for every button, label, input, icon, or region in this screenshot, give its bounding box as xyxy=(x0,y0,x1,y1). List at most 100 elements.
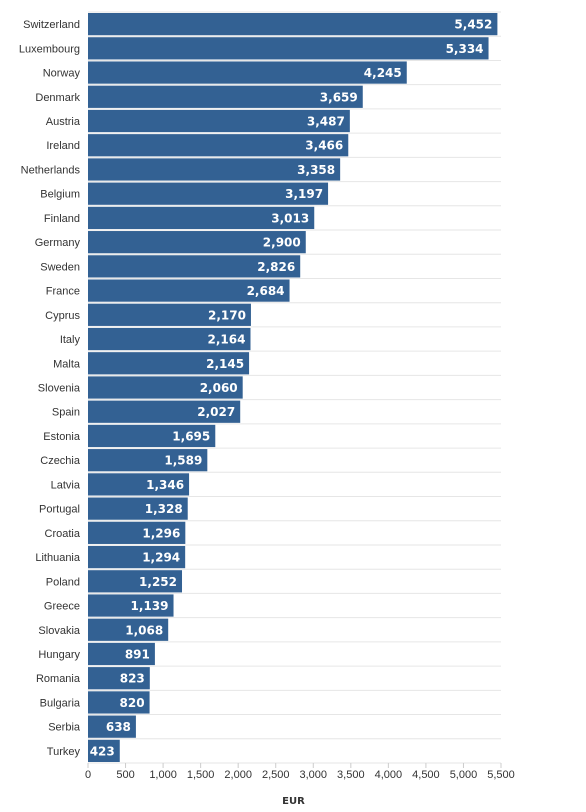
category-label: France xyxy=(46,286,80,298)
bars xyxy=(88,13,498,762)
bar-bulgaria xyxy=(88,691,150,714)
category-label: Finland xyxy=(44,213,80,225)
tick-label: 3,500 xyxy=(337,769,365,781)
bar-norway xyxy=(88,61,407,84)
bar-estonia xyxy=(88,424,216,448)
value-label: 3,197 xyxy=(285,187,323,201)
category-label: Serbia xyxy=(48,722,81,734)
category-label: Romania xyxy=(36,673,81,685)
category-label: Poland xyxy=(46,576,80,588)
category-label: Netherlands xyxy=(21,164,81,176)
bar-slovenia xyxy=(88,376,243,399)
category-label: Estonia xyxy=(43,431,81,443)
value-label: 423 xyxy=(90,744,115,758)
value-label: 823 xyxy=(120,672,145,686)
value-label: 3,013 xyxy=(271,211,309,225)
bar-malta xyxy=(88,352,250,375)
category-labels: Switzerland Luxembourg Norway Denmark Austri… xyxy=(19,19,81,758)
category-label: Italy xyxy=(60,334,81,346)
value-label: 2,826 xyxy=(257,260,295,274)
category-label: Switzerland xyxy=(23,19,80,31)
value-label: 638 xyxy=(106,720,131,734)
value-label: 2,170 xyxy=(208,308,246,322)
category-label: Norway xyxy=(43,68,81,80)
bar-italy xyxy=(88,327,251,351)
category-label: Germany xyxy=(35,237,81,249)
bar-sweden xyxy=(88,255,301,278)
bar-serbia xyxy=(88,715,136,738)
category-label: Turkey xyxy=(47,746,81,758)
category-label: Slovakia xyxy=(38,625,80,637)
bar-netherlands xyxy=(88,158,341,181)
category-label: Malta xyxy=(53,358,81,370)
category-label: Austria xyxy=(46,116,81,128)
category-label: Croatia xyxy=(45,528,81,540)
value-label: 1,589 xyxy=(164,454,202,468)
bar-cyprus xyxy=(88,303,251,326)
value-label: 5,334 xyxy=(446,42,484,56)
bar-finland xyxy=(88,206,315,230)
tick-label: 2,000 xyxy=(224,769,252,781)
value-label: 2,900 xyxy=(263,236,301,250)
bar-spain xyxy=(88,400,241,423)
category-label: Latvia xyxy=(51,479,81,491)
value-label: 4,245 xyxy=(364,66,402,80)
value-label: 1,346 xyxy=(146,478,184,492)
category-label: Belgium xyxy=(40,189,80,201)
tick-label: 5,000 xyxy=(450,769,478,781)
bar-slovakia xyxy=(88,618,169,641)
tick-label: 3,000 xyxy=(300,769,328,781)
category-label: Cyprus xyxy=(45,310,80,322)
bar-germany xyxy=(88,231,306,254)
tick-label: 1,000 xyxy=(149,769,177,781)
category-label: Hungary xyxy=(38,649,80,661)
value-label: 3,358 xyxy=(297,163,335,177)
bar-belgium xyxy=(88,182,329,205)
value-label: 891 xyxy=(125,647,150,661)
category-label: Lithuania xyxy=(35,552,81,564)
value-label: 2,027 xyxy=(197,405,235,419)
category-label: Czechia xyxy=(40,455,81,467)
x-axis-ticks: 0 500 1,000 1,500 2,000 2,500 3,000 3,500 4,000 4… xyxy=(85,763,515,781)
tick-label: 5,500 xyxy=(487,769,515,781)
value-label: 2,145 xyxy=(206,357,244,371)
category-label: Portugal xyxy=(39,504,80,516)
category-label: Denmark xyxy=(35,92,80,104)
value-label: 1,296 xyxy=(142,526,180,540)
tick-label: 2,500 xyxy=(262,769,290,781)
bar-hungary xyxy=(88,642,155,666)
bar-denmark xyxy=(88,85,363,108)
value-labels: 5,452 5,334 4,245 3,659 3,487 3,466 3,358 3,197… xyxy=(90,18,493,759)
value-label: 3,487 xyxy=(307,115,345,129)
bar-romania xyxy=(88,667,150,690)
bar-portugal xyxy=(88,497,188,520)
bar-france xyxy=(88,279,290,302)
category-label: Spain xyxy=(52,407,80,419)
bar-austria xyxy=(88,109,350,133)
value-label: 1,294 xyxy=(142,551,180,565)
category-label: Greece xyxy=(44,601,80,613)
value-label: 2,164 xyxy=(208,333,246,347)
bar-greece xyxy=(88,594,174,617)
value-label: 820 xyxy=(120,696,145,710)
value-label: 3,659 xyxy=(320,90,358,104)
category-label: Sweden xyxy=(40,261,80,273)
bar-croatia xyxy=(88,521,186,544)
bar-switzerland xyxy=(88,13,498,36)
bar-latvia xyxy=(88,473,190,496)
category-label: Slovenia xyxy=(38,383,81,395)
tick-label: 500 xyxy=(116,769,134,781)
category-label: Luxembourg xyxy=(19,43,80,55)
bar-lithuania xyxy=(88,545,186,569)
tick-label: 4,500 xyxy=(412,769,440,781)
tick-label: 4,000 xyxy=(375,769,403,781)
value-label: 1,695 xyxy=(172,429,210,443)
value-label: 2,060 xyxy=(200,381,238,395)
value-label: 1,328 xyxy=(145,502,183,516)
category-label: Bulgaria xyxy=(40,697,81,709)
value-label: 1,139 xyxy=(131,599,169,613)
value-label: 5,452 xyxy=(454,18,492,32)
bar-ireland xyxy=(88,134,349,157)
grid-lines xyxy=(88,11,501,764)
